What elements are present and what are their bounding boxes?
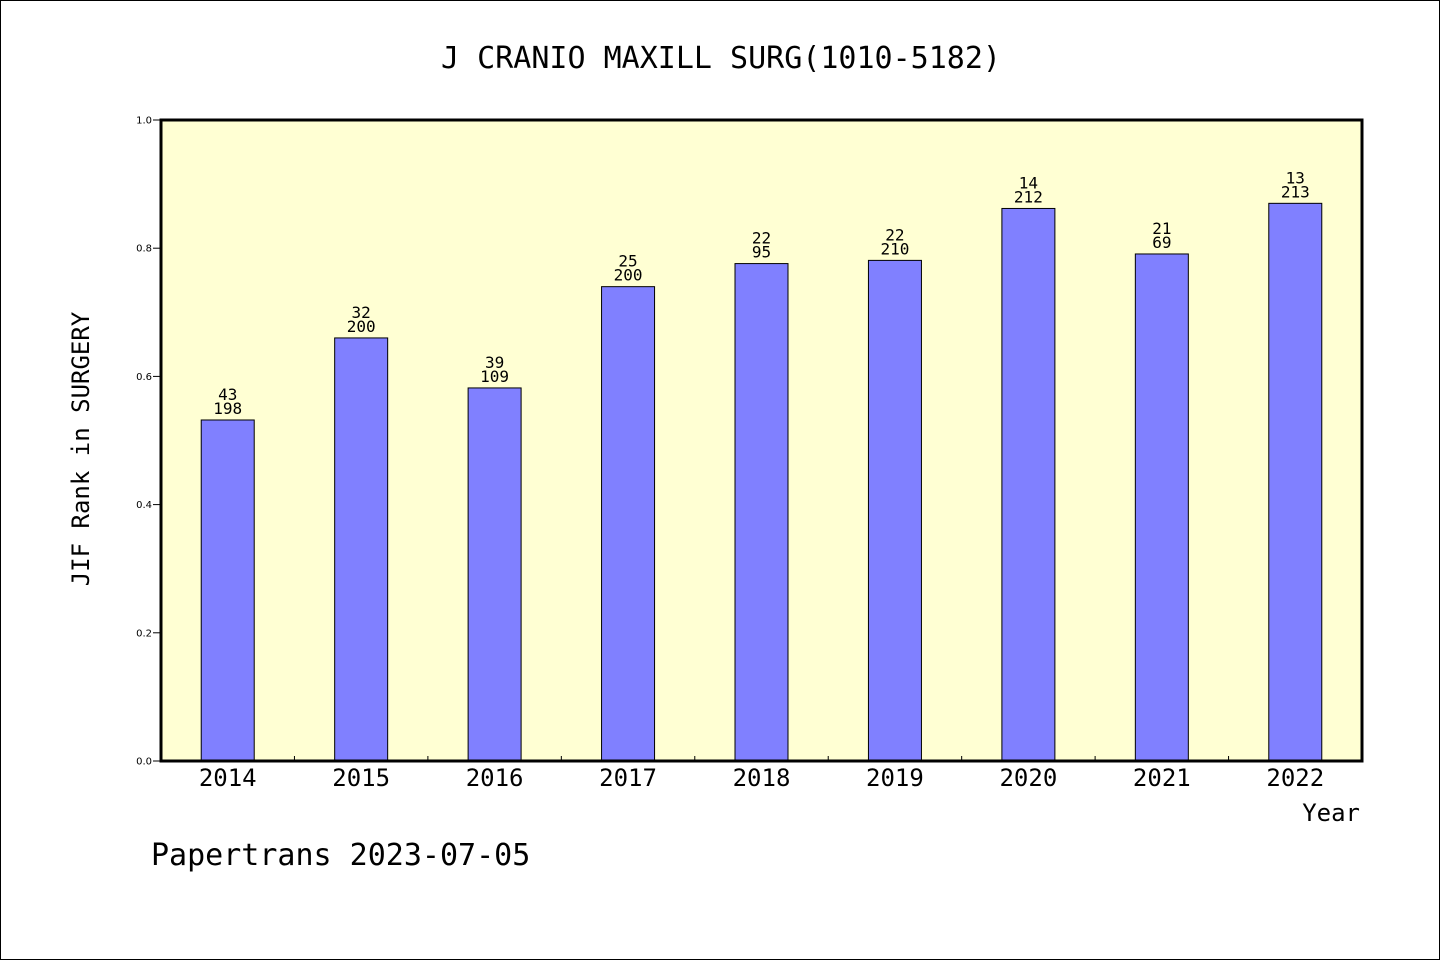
bar-rank-label: 43 [218, 385, 237, 404]
x-tick-label: 2016 [466, 764, 524, 792]
y-tick-label: 0.8 [136, 244, 152, 255]
bar-2014 [200, 419, 255, 762]
bar-rank-label: 13 [1286, 168, 1305, 187]
bar-2016 [467, 387, 522, 762]
chart-title: J CRANIO MAXILL SURG(1010-5182) [441, 41, 1001, 76]
bar-2017 [601, 286, 656, 762]
y-tick-label: 0.2 [136, 628, 152, 639]
x-tick-label: 2017 [599, 764, 657, 792]
bar-total-label: 212 [1014, 187, 1043, 206]
y-tick-label: 0.0 [136, 757, 152, 768]
footer-text: Papertrans 2023-07-05 [151, 838, 530, 873]
y-axis-label: JIF Rank in SURGERY [67, 311, 95, 586]
x-tick-label: 2020 [999, 764, 1057, 792]
x-tick-label: 2014 [199, 764, 257, 792]
y-tick-label: 1.0 [136, 116, 152, 127]
bar-rank-label: 39 [485, 353, 504, 372]
bar-total-label: 95 [752, 243, 771, 262]
bar-rank-label: 22 [752, 229, 771, 248]
x-axis-label: Year [1302, 799, 1360, 827]
bar-total-label: 198 [213, 399, 242, 418]
x-tick-label: 2022 [1266, 764, 1324, 792]
x-tick-label: 2019 [866, 764, 924, 792]
bar-2019 [867, 259, 922, 762]
bar-total-label: 210 [880, 239, 909, 258]
y-tick-label: 0.4 [136, 500, 152, 511]
bar-rank-label: 14 [1019, 173, 1038, 192]
y-tick-label: 0.6 [136, 372, 152, 383]
bars: 4319832200391092520022952221014212216913… [200, 168, 1323, 762]
bar-total-label: 200 [347, 317, 376, 336]
bar-2021 [1134, 253, 1189, 762]
bar-2018 [734, 263, 789, 762]
bar-2020 [1001, 207, 1056, 762]
y-axis: 0.0 0.2 0.4 0.6 0.8 1.0 [136, 116, 161, 768]
bar-rank-label: 32 [352, 303, 371, 322]
x-axis: 2014 2015 2016 2017 2018 2019 2020 2021 2022 [199, 756, 1324, 792]
bar-rank-label: 25 [618, 252, 637, 271]
plot-border [159, 118, 1364, 763]
bar-rank-label: 21 [1152, 219, 1171, 238]
bar-total-label: 109 [480, 367, 509, 386]
bar-2022 [1268, 202, 1323, 762]
bar-2015 [334, 337, 389, 762]
x-tick-label: 2015 [332, 764, 390, 792]
x-tick-label: 2021 [1133, 764, 1191, 792]
x-tick-label: 2018 [733, 764, 791, 792]
bar-rank-label: 22 [885, 225, 904, 244]
bar-total-label: 213 [1281, 182, 1310, 201]
bar-total-label: 200 [614, 266, 643, 285]
bar-total-label: 69 [1152, 233, 1171, 252]
